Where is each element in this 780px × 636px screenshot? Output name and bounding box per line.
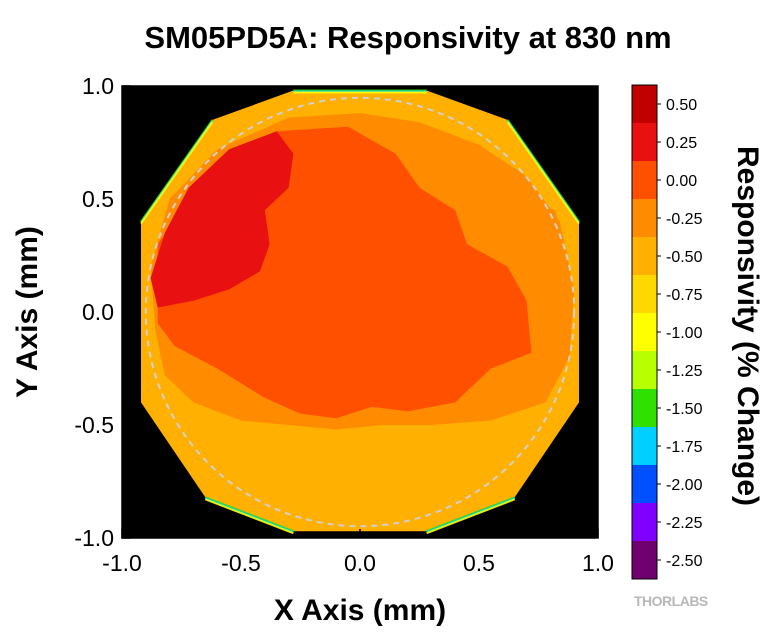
- colorbar-label: 0.50: [666, 97, 697, 114]
- x-tick-label: 1.0: [582, 550, 614, 576]
- colorbar-label: 0.00: [666, 173, 697, 190]
- colorbar: 0.50 0.25 0.00 -0.25 -0.50 -0.75 -1.00 -1.25 -1.…: [631, 84, 703, 580]
- aperture-outline: [144, 96, 576, 528]
- chart-title: SM05PD5A: Responsivity at 830 nm: [144, 20, 671, 55]
- y-tick-label: 0.5: [82, 186, 114, 212]
- colorbar-swatch: [632, 465, 657, 503]
- colorbar-swatch: [632, 161, 657, 199]
- contour-regions: [150, 113, 575, 466]
- contour-region-4: [150, 131, 294, 308]
- colorbar-swatch: [632, 123, 657, 161]
- colorbar-label: -0.75: [666, 287, 703, 304]
- colorbar-label: -0.50: [666, 249, 703, 266]
- colorbar-label: -2.00: [666, 477, 703, 494]
- contour-region-5: [364, 425, 396, 466]
- colorbar-label: 0.25: [666, 135, 697, 152]
- colorbar-swatch: [632, 503, 657, 541]
- colorbar-title: Responsivity (% Change): [731, 146, 764, 506]
- detector-edge-bands: [140, 89, 580, 535]
- colorbar-swatch: [632, 85, 657, 123]
- y-tick-label: -1.0: [74, 525, 114, 551]
- colorbar-swatch: [632, 427, 657, 465]
- colorbar-label: -2.25: [666, 515, 703, 532]
- y-axis: 1.0 0.5 0.0 -0.5 -1.0: [74, 73, 131, 551]
- y-tick-label: 0.0: [82, 299, 114, 325]
- edge-band-1-2: [506, 121, 580, 225]
- contour-region-3: [502, 199, 565, 256]
- colorbar-label: -1.00: [666, 325, 703, 342]
- y-axis-title: Y Axis (mm): [11, 226, 44, 398]
- colorbar-label: -2.50: [666, 553, 703, 570]
- edge-band-2-2: [426, 498, 516, 535]
- colorbar-frame: [631, 84, 658, 580]
- x-tick-label: 0.5: [463, 550, 495, 576]
- colorbar-label: -0.25: [666, 211, 703, 228]
- x-tick-label: 0.0: [344, 550, 376, 576]
- x-tick-label: -1.0: [102, 550, 142, 576]
- y-tick-label: -0.5: [74, 412, 114, 438]
- x-axis-title: X Axis (mm): [274, 594, 446, 627]
- x-tick-label: -0.5: [221, 550, 261, 576]
- colorbar-swatch: [632, 389, 657, 427]
- thorlabs-logo: THORLABS: [634, 593, 708, 609]
- colorbar-label: -1.50: [666, 401, 703, 418]
- colorbar-label: -1.25: [666, 363, 703, 380]
- y-tick-label: 1.0: [82, 73, 114, 99]
- colorbar-swatch: [632, 313, 657, 351]
- colorbar-swatch: [632, 199, 657, 237]
- x-axis: -1.0 -0.5 0.0 0.5 1.0: [102, 529, 614, 576]
- colorbar-swatch: [632, 541, 657, 579]
- colorbar-swatch: [632, 237, 657, 275]
- colorbar-swatch: [632, 351, 657, 389]
- colorbar-label: -1.75: [666, 439, 703, 456]
- colorbar-swatch: [632, 275, 657, 313]
- edge-band-3-2: [204, 498, 294, 535]
- heatmap-area: [140, 89, 580, 535]
- edge-band-4-2: [140, 121, 214, 225]
